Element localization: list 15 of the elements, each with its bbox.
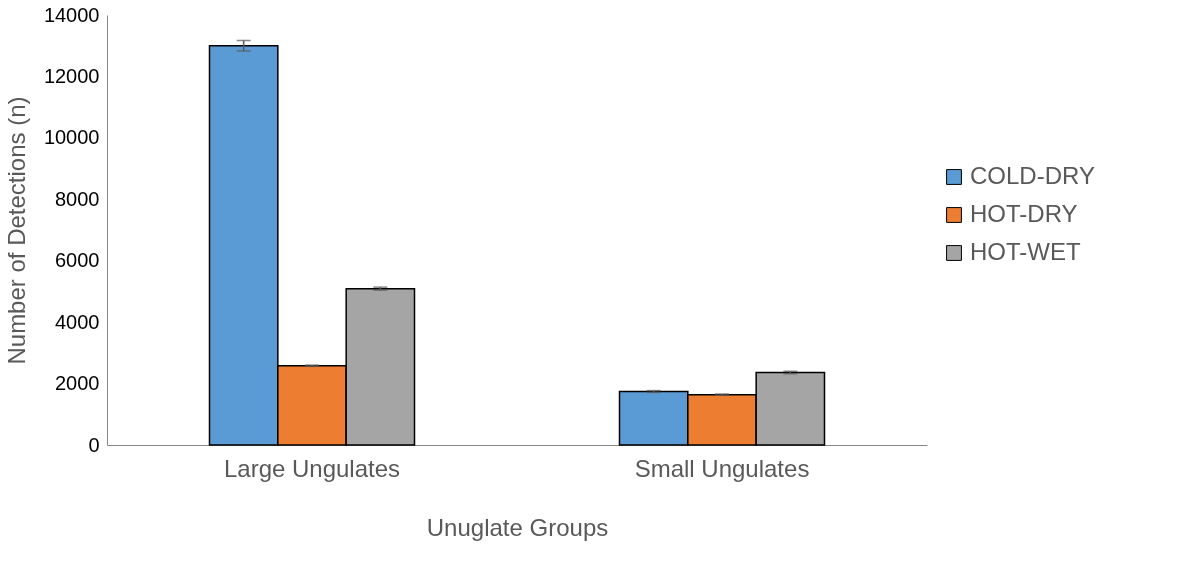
legend-label: HOT-WET: [970, 238, 1081, 265]
y-axis-title: Number of Detections (n): [2, 96, 30, 365]
x-axis-title: Unuglate Groups: [426, 513, 609, 541]
y-tick-label: 0: [88, 433, 100, 456]
y-tick-label: 6000: [55, 249, 100, 272]
y-tick-label: 2000: [55, 372, 100, 395]
y-tick-label: 10000: [43, 126, 100, 149]
legend-label: HOT-DRY: [970, 200, 1078, 227]
legend-label: COLD-DRY: [970, 162, 1095, 189]
y-tick-label: 4000: [55, 310, 100, 333]
y-tick-label: 14000: [43, 3, 100, 26]
y-tick-label: 12000: [43, 64, 100, 87]
x-tick-label: Large Ungulates: [223, 454, 401, 482]
y-tick-label: 8000: [55, 187, 100, 210]
x-tick-label: Small Ungulates: [634, 454, 810, 482]
